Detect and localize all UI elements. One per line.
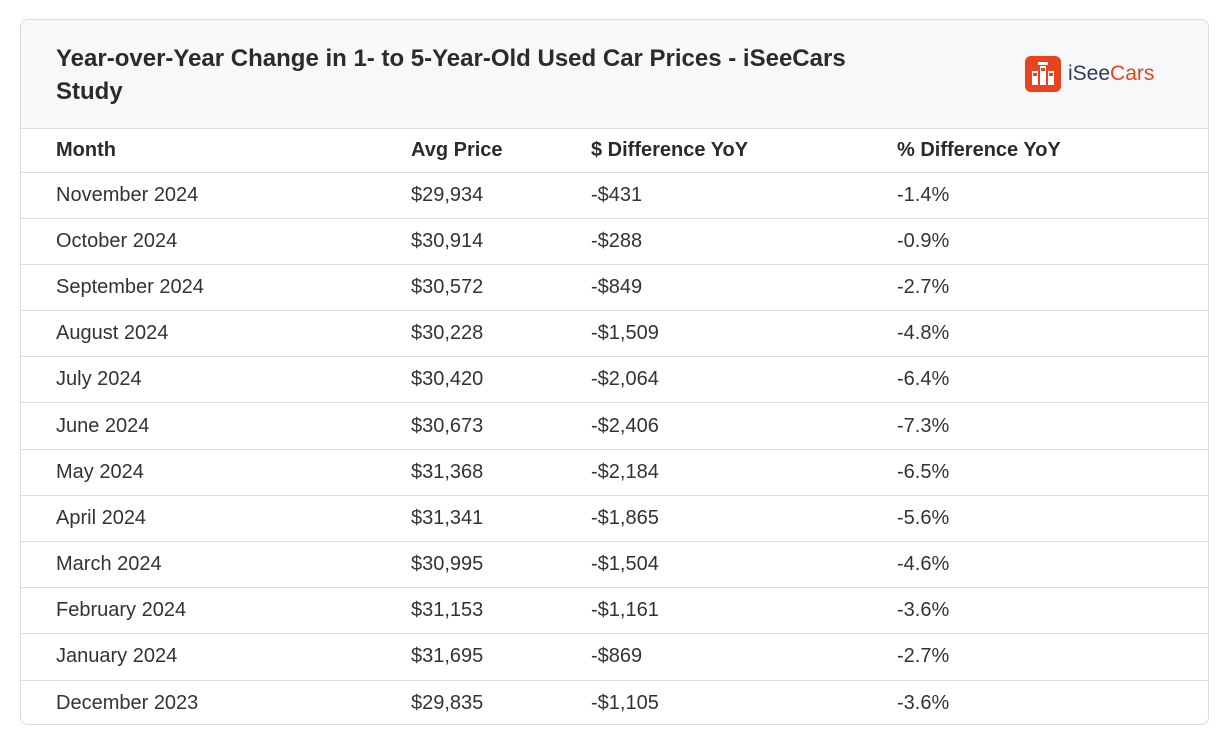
month-cell: March 2024 — [21, 541, 411, 589]
dollar-diff-cell: -$869 — [591, 633, 897, 681]
month-cell: June 2024 — [21, 402, 411, 450]
column-header-month: Month — [21, 129, 411, 173]
percent-diff-cell: -6.5% — [897, 449, 1208, 496]
column-header-dollar-diff: $ Difference YoY — [591, 129, 897, 173]
avg-price-cell: $30,673 — [411, 402, 591, 450]
table-row: November 2024 $29,934 -$431 -1.4% — [21, 172, 1208, 219]
dollar-diff-cell: -$2,184 — [591, 449, 897, 496]
dollar-diff-cell: -$431 — [591, 172, 897, 219]
column-header-percent-diff: % Difference YoY — [897, 129, 1208, 173]
percent-diff-cell: -1.4% — [897, 172, 1208, 219]
percent-diff-cell: -4.8% — [897, 310, 1208, 358]
dollar-diff-cell: -$1,161 — [591, 587, 897, 635]
table-row: October 2024 $30,914 -$288 -0.9% — [21, 218, 1208, 265]
dollar-diff-cell: -$1,504 — [591, 541, 897, 589]
month-cell: May 2024 — [21, 449, 411, 496]
month-cell: April 2024 — [21, 495, 411, 543]
avg-price-cell: $31,341 — [411, 495, 591, 543]
column-header-avg-price: Avg Price — [411, 129, 591, 173]
dollar-diff-cell: -$288 — [591, 218, 897, 265]
month-cell: December 2023 — [56, 691, 199, 714]
avg-price-cell: $30,572 — [411, 264, 591, 312]
iseecars-logo-icon — [1025, 56, 1061, 92]
card-header: Year-over-Year Change in 1- to 5-Year-Ol… — [21, 20, 1208, 129]
avg-price-cell: $30,228 — [411, 310, 591, 358]
used-car-prices-table: Month Avg Price $ Difference YoY % Diffe… — [21, 129, 1208, 724]
dollar-diff-cell: -$849 — [591, 264, 897, 312]
percent-diff-cell: -6.4% — [897, 356, 1208, 404]
table-row: April 2024 $31,341 -$1,865 -5.6% — [21, 495, 1208, 543]
table-row: May 2024 $31,368 -$2,184 -6.5% — [21, 449, 1208, 496]
avg-price-cell: $30,995 — [411, 541, 591, 589]
dollar-diff-cell: -$1,865 — [591, 495, 897, 543]
percent-diff-cell: -3.6% — [897, 691, 950, 714]
month-cell: July 2024 — [21, 356, 411, 404]
month-cell: February 2024 — [21, 587, 411, 635]
data-table-card: Year-over-Year Change in 1- to 5-Year-Ol… — [20, 19, 1209, 725]
month-cell: October 2024 — [21, 218, 411, 265]
percent-diff-cell: -3.6% — [897, 587, 1208, 635]
month-cell: September 2024 — [21, 264, 411, 312]
percent-diff-cell: -2.7% — [897, 264, 1208, 312]
logo-wordmark: iSeeCars — [1068, 56, 1154, 92]
dollar-diff-cell: -$2,406 — [591, 402, 897, 450]
dollar-diff-cell: -$1,509 — [591, 310, 897, 358]
logo-text-cars: Cars — [1110, 62, 1155, 85]
avg-price-cell: $29,934 — [411, 172, 591, 219]
iseecars-logo[interactable]: iSeeCars — [1025, 56, 1154, 92]
table-row: July 2024 $30,420 -$2,064 -6.4% — [21, 356, 1208, 404]
percent-diff-cell: -4.6% — [897, 541, 1208, 589]
avg-price-cell: $31,368 — [411, 449, 591, 496]
avg-price-cell: $30,420 — [411, 356, 591, 404]
month-cell: August 2024 — [21, 310, 411, 358]
dollar-diff-cell: -$2,064 — [591, 356, 897, 404]
month-cell: November 2024 — [21, 172, 411, 219]
table-header-row: Month Avg Price $ Difference YoY % Diffe… — [21, 129, 1208, 173]
table-row: March 2024 $30,995 -$1,504 -4.6% — [21, 541, 1208, 589]
month-cell: January 2024 — [21, 633, 411, 681]
table-row: December 2023 $29,835 -$1,105 -3.6% — [21, 680, 1208, 724]
table-row: February 2024 $31,153 -$1,161 -3.6% — [21, 587, 1208, 635]
table-row: August 2024 $30,228 -$1,509 -4.8% — [21, 310, 1208, 358]
logo-text-isee: iSee — [1068, 62, 1111, 85]
avg-price-cell: $31,695 — [411, 633, 591, 681]
percent-diff-cell: -0.9% — [897, 218, 1208, 265]
table-row: June 2024 $30,673 -$2,406 -7.3% — [21, 402, 1208, 450]
avg-price-cell: $30,914 — [411, 218, 591, 265]
table-row: September 2024 $30,572 -$849 -2.7% — [21, 264, 1208, 312]
avg-price-cell: $31,153 — [411, 587, 591, 635]
dollar-diff-cell: -$1,105 — [591, 691, 659, 714]
percent-diff-cell: -7.3% — [897, 402, 1208, 450]
avg-price-cell: $29,835 — [411, 691, 484, 714]
percent-diff-cell: -5.6% — [897, 495, 1208, 543]
percent-diff-cell: -2.7% — [897, 633, 1208, 681]
table-row: January 2024 $31,695 -$869 -2.7% — [21, 633, 1208, 681]
table-title: Year-over-Year Change in 1- to 5-Year-Ol… — [56, 45, 846, 105]
